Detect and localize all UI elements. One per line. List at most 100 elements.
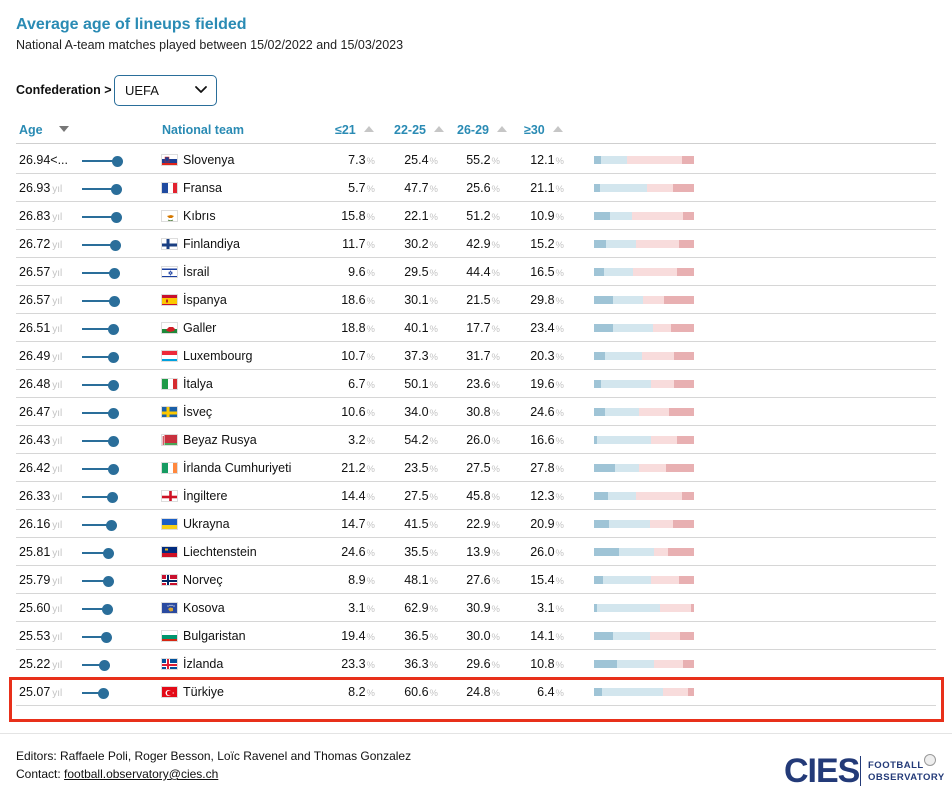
page-subtitle: National A-team matches played between 1… <box>16 38 404 52</box>
table-row[interactable]: 26.93 yıl Fransa 5.7% 47.7% 25.6% 21.1% <box>16 174 936 202</box>
pct-o30: 23.4% <box>504 321 564 335</box>
table-row[interactable]: 26.51 yıl Galler 18.8% 40.1% 17.7% 23.4% <box>16 314 936 342</box>
pct-value: 29.6 <box>466 657 491 671</box>
table-row[interactable]: 26.43 yıl Beyaz Rusya 3.2% 54.2% 26.0% 16.6% <box>16 426 936 454</box>
team-name[interactable]: Finlandiya <box>183 237 240 251</box>
team-name[interactable]: Slovenya <box>183 153 235 167</box>
team-name[interactable]: Norveç <box>183 573 223 587</box>
pct-value: 45.8 <box>466 489 491 503</box>
sort-age-header[interactable]: Age <box>19 123 69 137</box>
bar-segment-o30 <box>681 492 694 500</box>
age-distribution-bar <box>594 212 694 220</box>
sort-u21-header[interactable]: ≤21 <box>335 123 374 137</box>
pct-unit: % <box>366 492 375 503</box>
bar-segment-o30 <box>687 688 694 696</box>
table-row[interactable]: 26.94<... Slovenya 7.3% 25.4% 55.2% 12.1% <box>16 146 936 174</box>
contact-email-link[interactable]: football.observatory@cies.ch <box>64 767 219 781</box>
pct-value: 36.5 <box>404 629 429 643</box>
pct-a22: 30.1% <box>378 293 438 307</box>
sort-26-29-header[interactable]: 26-29 <box>457 123 507 137</box>
team-name[interactable]: Türkiye <box>183 685 224 699</box>
table-row[interactable]: 25.79 yıl Norveç 8.9% 48.1% 27.6% 15.4% <box>16 566 936 594</box>
team-name[interactable]: Bulgaristan <box>183 629 246 643</box>
age-slider-dot <box>103 547 115 559</box>
table-row[interactable]: 25.07 yıl Türkiye 8.2% 60.6% 24.8% 6.4% <box>16 678 936 706</box>
table-row[interactable]: 26.49 yıl Luxembourg 10.7% 37.3% 31.7% 20.3% <box>16 342 936 370</box>
pct-unit: % <box>555 296 564 307</box>
age-slider-dot <box>109 239 121 251</box>
age-value: 26.16 yıl <box>19 517 62 531</box>
pct-unit: % <box>491 464 500 475</box>
table-row[interactable]: 26.48 yıl İtalya 6.7% 50.1% 23.6% 19.6% <box>16 370 936 398</box>
sort-30-header[interactable]: ≥30 <box>524 123 563 137</box>
pct-unit: % <box>555 688 564 699</box>
iceland-flag-icon <box>161 658 178 670</box>
bar-segment-u21 <box>594 380 601 388</box>
team-name[interactable]: İsrail <box>183 265 210 279</box>
table-row[interactable]: 25.81 yıl Liechtenstein 24.6% 35.5% 13.9% 26.0… <box>16 538 936 566</box>
pct-value: 6.7 <box>348 377 366 391</box>
table-row[interactable]: 26.33 yıl İngiltere 14.4% 27.5% 45.8% 12.3% <box>16 482 936 510</box>
team-name[interactable]: İrlanda Cumhuriyeti <box>183 461 292 475</box>
table-row[interactable]: 26.42 yıl İrlanda Cumhuriyeti 21.2% 23.5% 27.… <box>16 454 936 482</box>
table-row[interactable]: 26.57 yıl İsrail 9.6% 29.5% 44.4% 16.5% <box>16 258 936 286</box>
sort-22-25-header[interactable]: 22-25 <box>394 123 444 137</box>
pct-unit: % <box>555 576 564 587</box>
team-name[interactable]: Galler <box>183 321 217 335</box>
ukraine-flag-icon <box>161 518 178 530</box>
age-distribution-bar <box>594 604 694 612</box>
team-name[interactable]: Fransa <box>183 181 222 195</box>
team-name[interactable]: Beyaz Rusya <box>183 433 257 447</box>
table-row[interactable]: 26.57 yıl İspanya 18.6% 30.1% 21.5% 29.8% <box>16 286 936 314</box>
age-distribution-bar <box>594 688 694 696</box>
table-row[interactable]: 25.53 yıl Bulgaristan 19.4% 36.5% 30.0% 14.1% <box>16 622 936 650</box>
team-name[interactable]: Ukrayna <box>183 517 230 531</box>
table-row[interactable]: 25.22 yıl İzlanda 23.3% 36.3% 29.6% 10.8% <box>16 650 936 678</box>
pct-unit: % <box>555 660 564 671</box>
team-name[interactable]: İspanya <box>183 293 227 307</box>
pct-unit: % <box>366 520 375 531</box>
pct-o30: 14.1% <box>504 629 564 643</box>
confederation-select[interactable]: UEFA <box>114 75 217 106</box>
pct-value: 22.9 <box>466 517 491 531</box>
team-name[interactable]: Kosova <box>183 601 225 615</box>
pct-a26: 30.0% <box>440 629 500 643</box>
table-row[interactable]: 26.16 yıl Ukrayna 14.7% 41.5% 22.9% 20.9% <box>16 510 936 538</box>
age-number: 26.47 <box>19 405 51 419</box>
table-row[interactable]: 26.47 yıl İsveç 10.6% 34.0% 30.8% 24.6% <box>16 398 936 426</box>
team-name[interactable]: İsveç <box>183 405 213 419</box>
age-value: 26.57 yıl <box>19 293 62 307</box>
pct-value: 30.9 <box>466 601 491 615</box>
team-name[interactable]: İngiltere <box>183 489 228 503</box>
age-slider-dot <box>108 295 120 307</box>
pct-u21: 23.3% <box>315 657 375 671</box>
bar-segment-o30 <box>690 604 694 612</box>
team-column-header[interactable]: National team <box>162 123 244 137</box>
age-slider-dot <box>108 379 120 391</box>
team-name[interactable]: Kıbrıs <box>183 209 216 223</box>
bar-segment-a26 <box>638 408 670 416</box>
pct-unit: % <box>491 352 500 363</box>
age-distribution-bar <box>594 548 694 556</box>
team-name[interactable]: Liechtenstein <box>183 545 257 559</box>
slovenia-flag-icon <box>161 154 178 166</box>
pct-a22: 50.1% <box>378 377 438 391</box>
pct-value: 21.2 <box>341 461 366 475</box>
pct-unit: % <box>491 184 500 195</box>
team-name[interactable]: İzlanda <box>183 657 224 671</box>
age-value: 26.72 yıl <box>19 237 62 251</box>
team-name[interactable]: Luxembourg <box>183 349 253 363</box>
team-name[interactable]: İtalya <box>183 377 213 391</box>
age-value: 26.42 yıl <box>19 461 62 475</box>
age-value: 25.79 yıl <box>19 573 62 587</box>
bar-segment-a26 <box>631 212 684 220</box>
age-slider-track <box>82 188 117 190</box>
table-row[interactable]: 26.72 yıl Finlandiya 11.7% 30.2% 42.9% 15.2% <box>16 230 936 258</box>
table-row[interactable]: 25.60 yıl Kosova 3.1% 62.9% 30.9% 3.1% <box>16 594 936 622</box>
pct-value: 14.1 <box>530 629 555 643</box>
age-slider-dot <box>106 491 118 503</box>
table-row[interactable]: 26.83 yıl Kıbrıs 15.8% 22.1% 51.2% 10.9% <box>16 202 936 230</box>
pct-value: 30.8 <box>466 405 491 419</box>
pct-value: 10.8 <box>530 657 555 671</box>
pct-unit: % <box>366 296 375 307</box>
